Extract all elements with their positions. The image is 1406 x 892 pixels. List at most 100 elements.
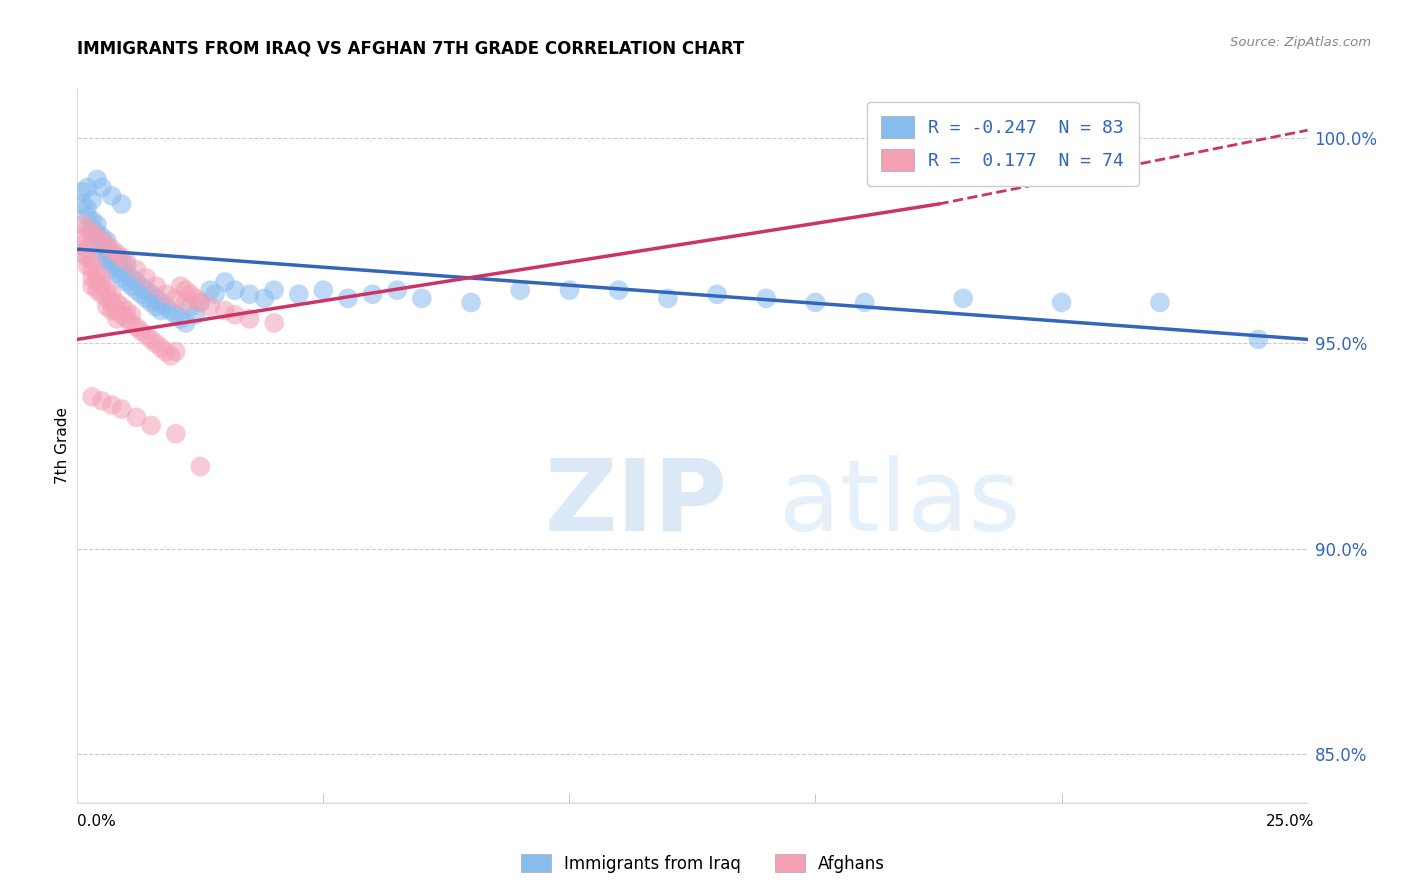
Point xyxy=(86,267,108,281)
Point xyxy=(607,283,630,297)
Point xyxy=(96,238,118,252)
Point xyxy=(96,283,118,297)
Point xyxy=(200,283,222,297)
Point xyxy=(165,344,187,359)
Point xyxy=(224,308,246,322)
Point xyxy=(111,300,132,314)
Point xyxy=(180,287,202,301)
Point xyxy=(145,336,167,351)
Text: atlas: atlas xyxy=(779,455,1021,551)
Point xyxy=(214,275,236,289)
Point xyxy=(90,230,114,244)
Point xyxy=(387,283,409,297)
Point xyxy=(411,291,433,305)
Point xyxy=(1247,332,1270,346)
Point xyxy=(239,311,262,326)
Point xyxy=(82,254,104,268)
Point xyxy=(706,287,728,301)
Point xyxy=(853,295,876,310)
Point xyxy=(204,287,226,301)
Point xyxy=(82,213,104,227)
Point xyxy=(101,246,124,260)
Point xyxy=(121,279,143,293)
Point xyxy=(165,308,187,322)
Point xyxy=(70,238,93,252)
Point xyxy=(86,218,108,232)
Point xyxy=(121,316,143,330)
Point xyxy=(115,267,138,281)
Point xyxy=(952,291,974,305)
Point xyxy=(82,193,104,207)
Point xyxy=(131,279,153,293)
Point xyxy=(86,230,108,244)
Point xyxy=(90,180,114,194)
Point xyxy=(96,254,118,268)
Point xyxy=(105,246,128,260)
Point xyxy=(70,185,93,199)
Point xyxy=(111,270,132,285)
Point xyxy=(70,230,93,244)
Point xyxy=(90,246,114,260)
Point xyxy=(135,291,157,305)
Point xyxy=(86,275,108,289)
Point xyxy=(101,303,124,318)
Point xyxy=(101,254,124,268)
Point xyxy=(101,189,124,203)
Point xyxy=(460,295,482,310)
Point xyxy=(82,262,104,277)
Point xyxy=(90,287,114,301)
Point xyxy=(263,283,285,297)
Y-axis label: 7th Grade: 7th Grade xyxy=(55,408,70,484)
Point xyxy=(214,303,236,318)
Point xyxy=(141,287,163,301)
Point xyxy=(135,283,157,297)
Point xyxy=(101,242,124,256)
Point xyxy=(115,303,138,318)
Legend: Immigrants from Iraq, Afghans: Immigrants from Iraq, Afghans xyxy=(515,847,891,880)
Point xyxy=(86,226,108,240)
Point xyxy=(96,234,118,248)
Point xyxy=(312,283,335,297)
Point xyxy=(76,210,98,224)
Point xyxy=(174,283,197,297)
Point xyxy=(224,283,246,297)
Point xyxy=(150,341,173,355)
Point xyxy=(70,218,93,232)
Point xyxy=(190,459,212,474)
Point xyxy=(160,349,183,363)
Point xyxy=(76,242,98,256)
Point xyxy=(101,295,124,310)
Legend: R = -0.247  N = 83, R =  0.177  N = 74: R = -0.247 N = 83, R = 0.177 N = 74 xyxy=(868,102,1139,186)
Point xyxy=(76,180,98,194)
Point xyxy=(190,295,212,310)
Point xyxy=(145,300,167,314)
Point xyxy=(558,283,581,297)
Point xyxy=(141,418,163,433)
Point xyxy=(111,197,132,211)
Point xyxy=(111,402,132,417)
Point xyxy=(361,287,384,301)
Point xyxy=(141,295,163,310)
Point xyxy=(111,308,132,322)
Text: ZIP: ZIP xyxy=(546,455,728,551)
Point xyxy=(101,398,124,412)
Point xyxy=(96,251,118,265)
Point xyxy=(82,226,104,240)
Text: 25.0%: 25.0% xyxy=(1267,814,1315,829)
Point xyxy=(155,300,177,314)
Point xyxy=(184,308,207,322)
Point xyxy=(96,300,118,314)
Point xyxy=(165,426,187,441)
Point xyxy=(82,279,104,293)
Point xyxy=(96,242,118,256)
Point xyxy=(200,300,222,314)
Text: 0.0%: 0.0% xyxy=(77,814,117,829)
Point xyxy=(105,303,128,318)
Text: Source: ZipAtlas.com: Source: ZipAtlas.com xyxy=(1230,36,1371,49)
Point xyxy=(105,311,128,326)
Point xyxy=(82,234,104,248)
Point xyxy=(150,303,173,318)
Point xyxy=(1149,295,1171,310)
Point xyxy=(125,262,148,277)
Point xyxy=(115,254,138,268)
